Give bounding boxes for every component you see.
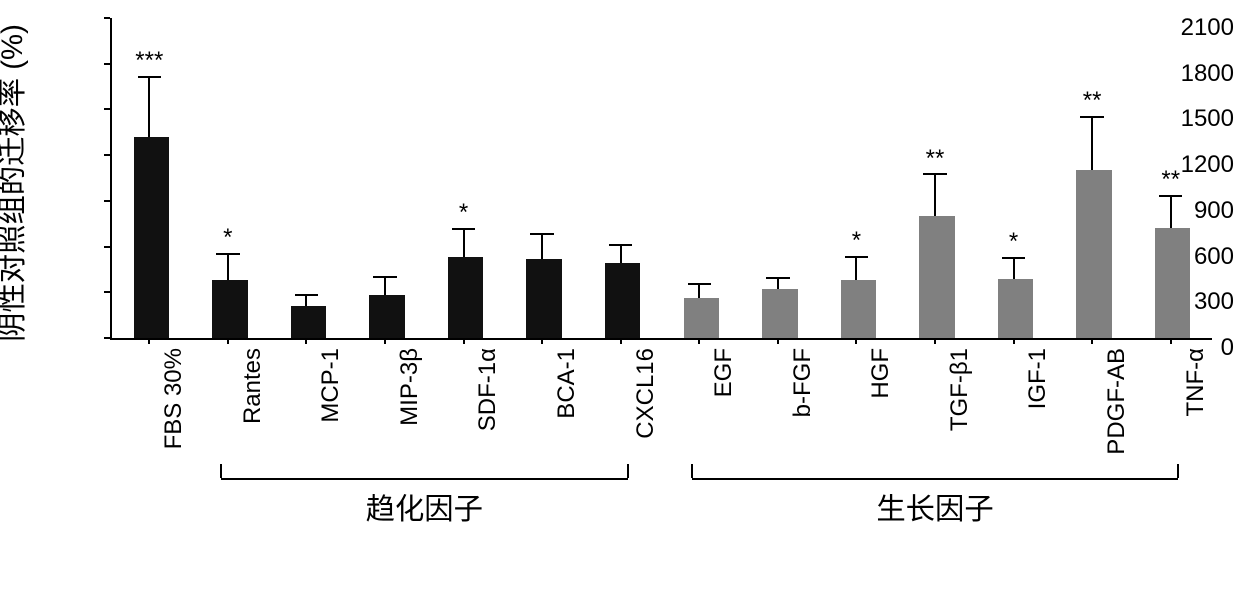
error-cap [216, 253, 240, 255]
bar [605, 263, 640, 338]
error-cap [530, 233, 554, 235]
x-tick-label: EGF [710, 348, 738, 548]
bar [998, 279, 1033, 338]
error-bar [698, 283, 700, 298]
error-cap [923, 173, 947, 175]
bar [448, 257, 483, 338]
y-axis-title: 阴性对照组的迁移率 (%) [0, 23, 31, 343]
bar [291, 306, 326, 338]
error-bar [384, 276, 386, 296]
x-tick-label: TNF-α [1182, 348, 1210, 548]
y-tick-mark [104, 337, 110, 339]
error-cap [1002, 257, 1026, 259]
significance-marker: ** [1161, 166, 1180, 194]
y-tick-label: 2100 [1132, 14, 1234, 42]
error-bar [463, 228, 465, 257]
error-bar [227, 253, 229, 280]
migration-rate-bar-chart: 阴性对照组的迁移率 (%)03006009001200150018002100*… [0, 0, 1240, 599]
x-tick-mark [463, 338, 465, 344]
bar [919, 216, 954, 338]
bar [1076, 170, 1111, 338]
significance-marker: *** [135, 47, 163, 75]
y-tick-mark [104, 291, 110, 293]
error-bar [1091, 116, 1093, 171]
x-tick-label: PDGF-AB [1103, 348, 1131, 548]
bar [134, 137, 169, 338]
error-cap [688, 283, 712, 285]
error-cap [138, 76, 162, 78]
x-tick-label: FBS 30% [160, 348, 188, 548]
y-tick-mark [104, 200, 110, 202]
x-tick-mark [305, 338, 307, 344]
bar [762, 289, 797, 338]
group-bracket [221, 478, 628, 480]
bar [212, 280, 247, 338]
error-cap [452, 228, 476, 230]
group-label: 趋化因子 [324, 486, 524, 528]
x-tick-mark [227, 338, 229, 344]
group-bracket-tick [691, 464, 693, 478]
y-tick-label: 1800 [1132, 60, 1234, 88]
x-tick-label: Rantes [239, 348, 267, 548]
y-tick-mark [104, 17, 110, 19]
error-bar [855, 256, 857, 280]
error-cap [295, 294, 319, 296]
group-bracket [692, 478, 1178, 480]
x-tick-label: BCA-1 [553, 348, 581, 548]
x-tick-mark [698, 338, 700, 344]
group-bracket-tick [220, 464, 222, 478]
group-bracket-tick [1177, 464, 1179, 478]
y-tick-mark [104, 108, 110, 110]
error-cap [1080, 116, 1104, 118]
error-cap [845, 256, 869, 258]
error-bar [620, 244, 622, 264]
bar [526, 259, 561, 338]
y-tick-label: 1200 [1132, 151, 1234, 179]
x-tick-mark [1091, 338, 1093, 344]
group-bracket-tick [627, 464, 629, 478]
bar [684, 298, 719, 338]
y-tick-label: 1500 [1132, 105, 1234, 133]
bar [369, 295, 404, 338]
y-tick-mark [104, 63, 110, 65]
significance-marker: * [223, 224, 232, 252]
significance-marker: * [459, 199, 468, 227]
x-tick-label: CXCL16 [632, 348, 660, 548]
significance-marker: * [1009, 228, 1018, 256]
x-tick-mark [1013, 338, 1015, 344]
x-tick-mark [541, 338, 543, 344]
y-tick-mark [104, 154, 110, 156]
error-cap [609, 244, 633, 246]
x-tick-mark [934, 338, 936, 344]
significance-marker: ** [926, 145, 945, 173]
x-tick-mark [384, 338, 386, 344]
y-tick-label: 300 [1132, 288, 1234, 316]
error-cap [766, 277, 790, 279]
error-bar [1013, 257, 1015, 278]
error-bar [934, 173, 936, 216]
error-bar [1170, 195, 1172, 229]
bar [841, 280, 876, 338]
x-tick-mark [777, 338, 779, 344]
x-tick-mark [148, 338, 150, 344]
y-tick-label: 600 [1132, 243, 1234, 271]
error-bar [148, 76, 150, 137]
y-tick-label: 900 [1132, 197, 1234, 225]
x-tick-label: b-FGF [789, 348, 817, 548]
error-bar [541, 233, 543, 259]
error-cap [1159, 195, 1183, 197]
y-tick-mark [104, 246, 110, 248]
significance-marker: ** [1083, 87, 1102, 115]
group-label: 生长因子 [835, 486, 1035, 528]
x-tick-mark [620, 338, 622, 344]
plot-area [110, 18, 1212, 340]
significance-marker: * [852, 227, 861, 255]
x-tick-mark [855, 338, 857, 344]
x-tick-mark [1170, 338, 1172, 344]
error-cap [373, 276, 397, 278]
